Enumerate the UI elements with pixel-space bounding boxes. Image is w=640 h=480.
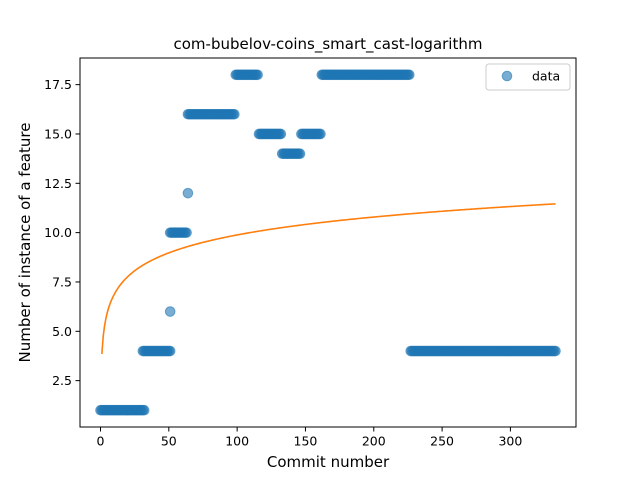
- data-point: [138, 404, 150, 416]
- data-point: [550, 345, 561, 357]
- data-point: [229, 108, 240, 120]
- legend-label-data: data: [532, 69, 560, 84]
- x-tick-label: 100: [225, 434, 249, 449]
- data-point: [182, 187, 194, 199]
- y-axis: 2.5 5.0 7.5 10.0 12.5 15.0 17.5: [44, 77, 80, 388]
- data-points: [95, 69, 561, 416]
- x-tick-label: 300: [498, 434, 522, 449]
- chart-title: com-bubelov-coins_smart_cast-logarithm: [174, 35, 483, 54]
- y-tick-label: 12.5: [44, 176, 72, 191]
- y-tick-label: 10.0: [44, 225, 72, 240]
- fit-line: [101, 203, 556, 355]
- x-tick-label: 150: [294, 434, 318, 449]
- y-axis-label: Number of instance of a feature: [16, 123, 34, 363]
- legend-marker: [501, 70, 513, 82]
- data-point: [252, 69, 263, 81]
- y-tick-label: 7.5: [52, 274, 72, 289]
- legend-box: [485, 63, 571, 91]
- x-tick-label: 0: [97, 434, 105, 449]
- y-tick-label: 15.0: [44, 126, 72, 141]
- x-axis-label: Commit number: [267, 453, 390, 471]
- y-tick-label: 17.5: [44, 77, 72, 92]
- data-point: [164, 345, 176, 357]
- x-axis: 0 50 100 150 200 250 300: [97, 427, 522, 449]
- y-tick-label: 5.0: [52, 324, 72, 339]
- data-point: [164, 306, 176, 317]
- plot-area: [80, 58, 576, 427]
- data-point: [181, 227, 192, 238]
- y-tick-label: 2.5: [52, 373, 72, 388]
- data-point: [294, 148, 306, 159]
- data-point: [404, 69, 415, 81]
- x-tick-label: 200: [362, 434, 386, 449]
- legend: data: [485, 63, 571, 91]
- data-point: [275, 128, 287, 140]
- fit-curve: [101, 203, 556, 355]
- x-tick-label: 50: [161, 434, 177, 449]
- plot-frame: [79, 57, 577, 428]
- x-tick-label: 250: [430, 434, 454, 449]
- data-point: [315, 128, 326, 140]
